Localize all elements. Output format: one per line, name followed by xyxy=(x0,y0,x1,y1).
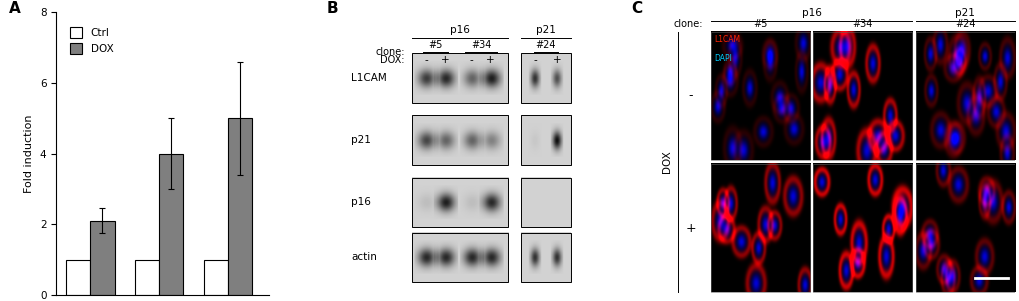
Bar xyxy=(204,259,227,295)
Text: p21: p21 xyxy=(955,8,974,18)
Bar xyxy=(66,259,91,295)
Text: #34: #34 xyxy=(471,40,491,50)
Text: C: C xyxy=(631,1,641,16)
Text: DAPI: DAPI xyxy=(713,54,732,64)
Text: actin: actin xyxy=(351,253,377,262)
Text: p21: p21 xyxy=(535,25,555,35)
Text: p16: p16 xyxy=(449,25,470,35)
Text: p16: p16 xyxy=(801,8,820,18)
Bar xyxy=(135,259,159,295)
Text: +: + xyxy=(440,55,449,65)
Bar xyxy=(227,118,252,295)
Text: -: - xyxy=(424,55,428,65)
Text: -: - xyxy=(533,55,536,65)
Text: DOX: DOX xyxy=(661,150,672,173)
Text: B: B xyxy=(326,1,338,16)
Text: #24: #24 xyxy=(954,19,975,29)
Y-axis label: Fold induction: Fold induction xyxy=(24,114,35,193)
Text: +: + xyxy=(685,222,695,235)
Text: #5: #5 xyxy=(428,40,442,50)
Text: -: - xyxy=(688,89,692,102)
Bar xyxy=(91,221,114,295)
Text: clone:: clone: xyxy=(375,47,405,57)
Text: p16: p16 xyxy=(351,197,371,207)
Text: L1CAM: L1CAM xyxy=(351,73,386,83)
Text: #34: #34 xyxy=(852,19,872,29)
Text: +: + xyxy=(486,55,494,65)
Text: #24: #24 xyxy=(535,40,555,50)
Text: A: A xyxy=(9,1,21,16)
Text: DOX:: DOX: xyxy=(380,55,405,65)
Text: p21: p21 xyxy=(351,135,371,145)
Text: -: - xyxy=(469,55,473,65)
Bar xyxy=(159,154,183,295)
Text: clone:: clone: xyxy=(674,19,703,29)
Text: #5: #5 xyxy=(752,19,766,29)
Text: L1CAM: L1CAM xyxy=(713,35,740,44)
Text: +: + xyxy=(552,55,560,65)
Legend: Ctrl, DOX: Ctrl, DOX xyxy=(65,23,117,58)
